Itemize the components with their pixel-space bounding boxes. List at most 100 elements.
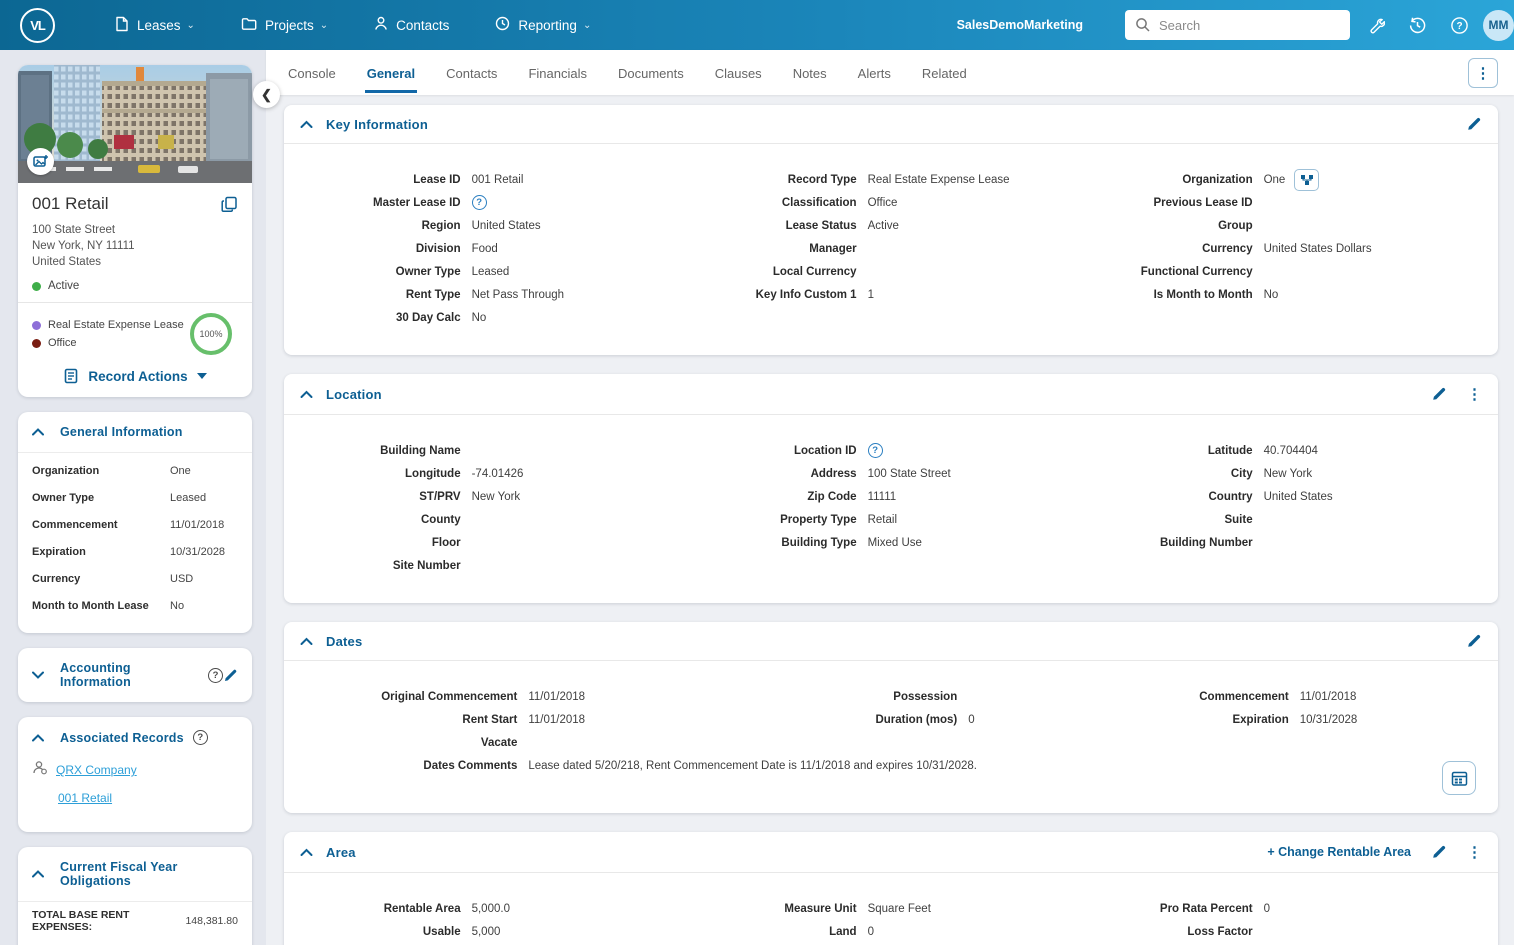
tab-related[interactable]: Related [921, 66, 967, 81]
search-input[interactable] [1159, 17, 1319, 33]
chevron-up-icon[interactable] [300, 637, 313, 646]
accounting-information-header[interactable]: Accounting Information ? [18, 648, 252, 702]
chevron-up-icon [32, 733, 44, 742]
clock-icon [495, 16, 510, 34]
field-label: Original Commencement [381, 690, 518, 703]
field-column: Rentable Area5,000.0Usable5,000Building … [300, 897, 690, 945]
help-icon[interactable]: ? [208, 667, 223, 683]
add-photo-icon[interactable] [27, 148, 54, 175]
lease-tag: Real Estate Expense Lease [32, 319, 184, 331]
field-value: Retail [868, 514, 1086, 526]
kebab-menu-icon[interactable]: ⋮ [1467, 844, 1482, 861]
search-box [1125, 10, 1350, 40]
field-value-text: 0 [968, 713, 975, 726]
field-value: Leased [472, 266, 690, 278]
header-icons: ? [1368, 16, 1469, 35]
field-row: ST/PRV New York [300, 485, 690, 508]
field-row: Record Type Real Estate Expense Lease [696, 168, 1086, 191]
svg-text:?: ? [1456, 21, 1462, 32]
tab-alerts[interactable]: Alerts [857, 66, 891, 81]
field-row: Manager [696, 237, 1086, 260]
field-row: Possession [825, 685, 1150, 708]
associated-record-link[interactable]: QRX Company [56, 763, 137, 778]
field-value-text: -74.01426 [471, 467, 524, 480]
associated-record-link[interactable]: 001 Retail [58, 791, 113, 806]
chevron-up-icon[interactable] [300, 120, 313, 129]
info-label: Month to Month Lease [32, 599, 149, 612]
info-value: 10/31/2028 [170, 545, 226, 558]
nav-item-leases[interactable]: Leases ⌄ [115, 16, 195, 35]
field-value-text: Leased [471, 265, 510, 278]
nav-item-reporting[interactable]: Reporting ⌄ [495, 16, 591, 35]
user-avatar[interactable]: MM [1483, 9, 1514, 41]
org-hierarchy-icon[interactable] [1294, 168, 1320, 191]
field-value: United States [1264, 491, 1482, 503]
tab-financials[interactable]: Financials [528, 66, 587, 81]
nav-item-projects[interactable]: Projects ⌄ [241, 16, 328, 35]
info-row: Owner Type Leased [32, 484, 238, 511]
general-information-header[interactable]: General Information [18, 412, 252, 454]
field-row: Classification Office [696, 191, 1086, 214]
tab-documents[interactable]: Documents [617, 66, 684, 81]
field-value: United States [472, 220, 690, 232]
sidebar-collapse-button[interactable]: ❮ [253, 81, 280, 108]
folder-icon [241, 17, 257, 34]
field-label: Location ID [793, 444, 857, 457]
tab-console[interactable]: Console [288, 66, 336, 81]
field-row: Measure Unit Square Feet [696, 897, 1086, 920]
info-value: 11/01/2018 [170, 518, 225, 531]
field-label: Organization [1182, 173, 1253, 186]
section-title: Dates [326, 633, 363, 649]
field-label: Currency [1202, 242, 1253, 255]
field-value-text: No [1263, 288, 1279, 301]
tab-notes[interactable]: Notes [792, 66, 827, 81]
field-column: Original Commencement 11/01/2018 Rent Star… [300, 685, 977, 777]
change-rentable-area-link[interactable]: + Change Rentable Area [1267, 845, 1411, 859]
info-value: No [170, 599, 185, 612]
associated-records-header[interactable]: Associated Records ? [18, 717, 252, 758]
chevron-up-icon[interactable] [300, 390, 313, 399]
panel-title: Current Fiscal Year Obligations [60, 860, 178, 889]
kebab-menu-icon[interactable]: ⋮ [1467, 386, 1482, 403]
tab-general[interactable]: General [364, 52, 418, 93]
help-icon[interactable]: ? [1450, 16, 1469, 35]
tab-clauses[interactable]: Clauses [714, 66, 762, 81]
edit-pencil-icon[interactable] [223, 668, 238, 683]
nav-item-contacts[interactable]: Contacts [374, 16, 449, 35]
nav-item-label: Projects [264, 17, 314, 33]
field-label: Functional Currency [1140, 265, 1253, 278]
field-label: 30 Day Calc [396, 311, 461, 324]
field-column: Lease ID 001 Retail Master Lease ID? Region… [300, 168, 690, 329]
visual-lease-logo[interactable]: VL [20, 7, 55, 43]
field-row: Duration (mos) 0 [825, 708, 1150, 731]
nav-item-label: Reporting [518, 17, 577, 33]
edit-pencil-icon[interactable] [1466, 116, 1482, 132]
help-icon[interactable]: ? [867, 443, 883, 458]
tabs-overflow-menu-icon[interactable]: ⋮ [1468, 57, 1498, 88]
record-detail-sections: Key Information Lease ID 001 Retail Master … [266, 95, 1514, 945]
tab-contacts[interactable]: Contacts [446, 66, 498, 81]
field-value-text: New York [471, 490, 521, 503]
field-label: Latitude [1207, 444, 1253, 457]
field-label: Group [1218, 219, 1253, 232]
field-value-text: Lease dated 5/20/218, Rent Commencement … [528, 759, 977, 772]
history-icon[interactable] [1408, 16, 1427, 35]
record-actions-button[interactable]: Record Actions [32, 368, 238, 384]
field-row: Zip Code 11111 [696, 485, 1086, 508]
field-label: Longitude [405, 467, 461, 480]
calendar-button[interactable] [1442, 761, 1476, 795]
edit-pencil-icon[interactable] [1431, 386, 1447, 402]
fiscal-obligations-header[interactable]: Current Fiscal Year Obligations [18, 847, 252, 903]
field-row: Currency United States Dollars [1092, 237, 1482, 260]
help-icon[interactable]: ? [471, 195, 487, 210]
chevron-up-icon[interactable] [300, 848, 313, 857]
completion-ring: 100% [190, 313, 232, 356]
edit-pencil-icon[interactable] [1466, 633, 1482, 649]
edit-pencil-icon[interactable] [1431, 844, 1447, 860]
field-row: Loss Factor [1092, 920, 1482, 943]
help-icon[interactable]: ? [192, 730, 208, 746]
field-column: Organization One Previous Lease ID Group Cur… [1092, 168, 1482, 329]
wrench-icon[interactable] [1368, 17, 1385, 34]
field-value-text: 11111 [867, 490, 897, 503]
copy-icon[interactable] [221, 196, 238, 213]
